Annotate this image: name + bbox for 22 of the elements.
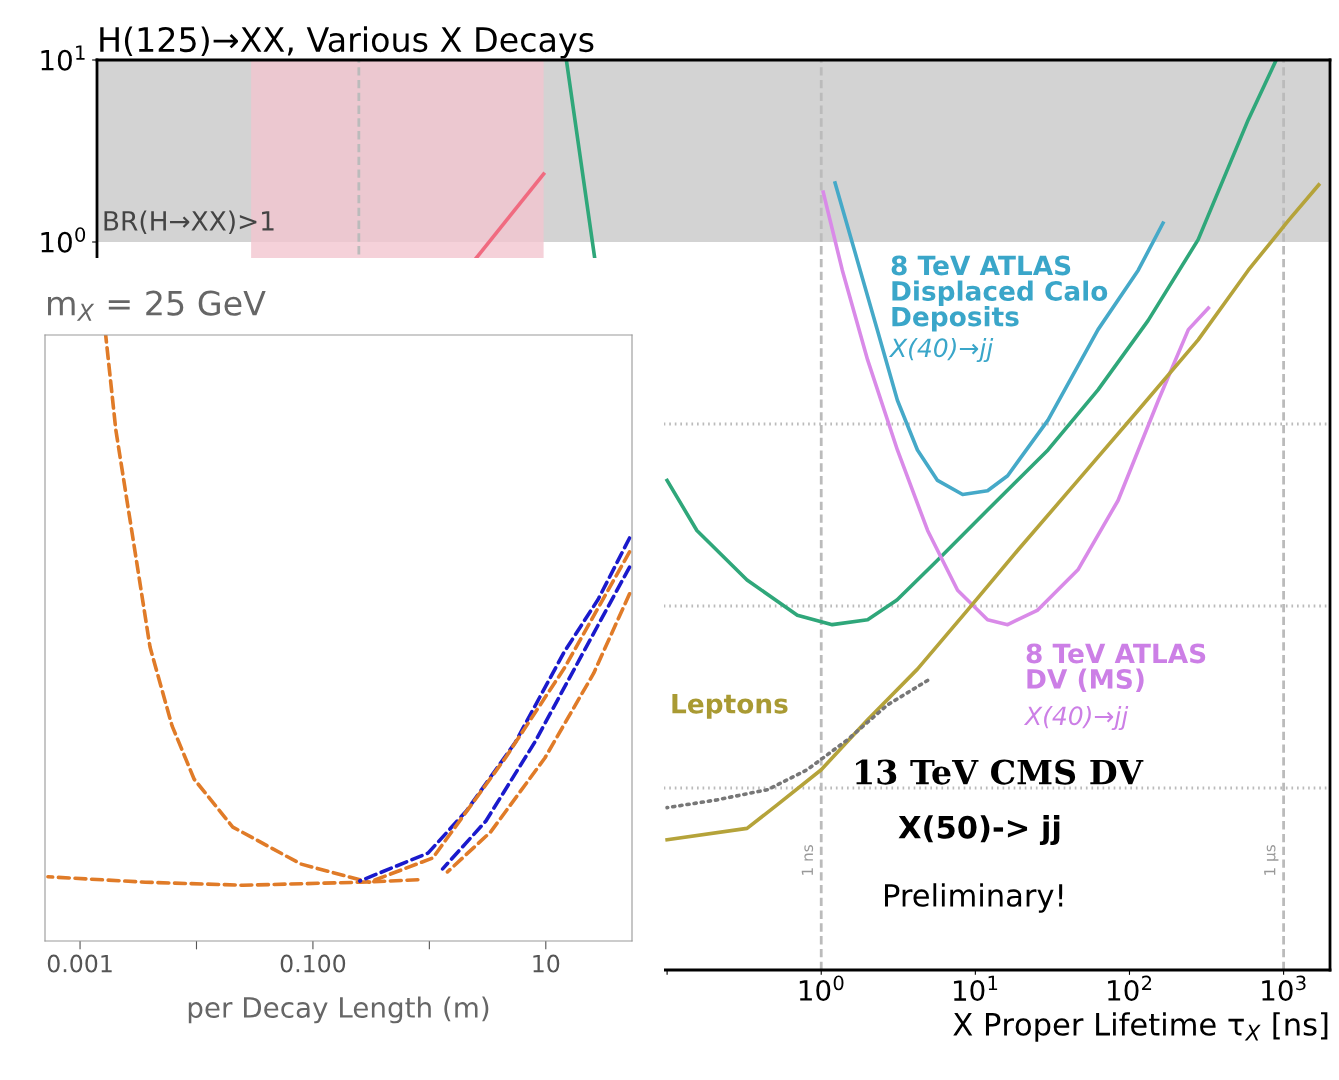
x-tick-label: 10$^{1}$ [953, 975, 998, 1002]
chart-title: m$_{X}$ = 25 GeV [48, 290, 266, 321]
x-tick-label: 10$^{0}$ [799, 975, 844, 1002]
x-axis-title: per Decay Length (m) [188, 996, 489, 1024]
x-tick-label: 0.100 [280, 954, 346, 973]
x-axis-title: X Proper Lifetime τ$_{X}$ [ns] [953, 1012, 1328, 1042]
band-label: BR(H→XX)>1 [104, 210, 274, 234]
annotation: 13 TeV CMS DV [856, 759, 1144, 785]
annotation: 8 TeV ATLAS DV (MS) [1026, 643, 1206, 693]
x-tick-label: 0.001 [47, 954, 112, 973]
annotation: X(50)-> jj [898, 815, 1060, 845]
x-tick-label: 10$^{2}$ [1108, 975, 1152, 1002]
x-tick-label: 10 [533, 954, 560, 973]
annotation: X(40)→jj [888, 337, 994, 363]
ref-line-label: 1 ns [801, 845, 814, 875]
ref-line-label: 1 μs [1264, 845, 1279, 875]
annotation: Preliminary! [885, 883, 1063, 913]
annotation: X(40)→jj [1023, 705, 1129, 731]
x-tick-label: 10$^{3}$ [1262, 975, 1306, 1002]
annotation: Leptons [672, 694, 788, 719]
annotation: 8 TeV ATLAS Displaced Calo Deposits [891, 255, 1108, 332]
chart-title: H(125)→XX, Various X Decays [100, 26, 594, 59]
